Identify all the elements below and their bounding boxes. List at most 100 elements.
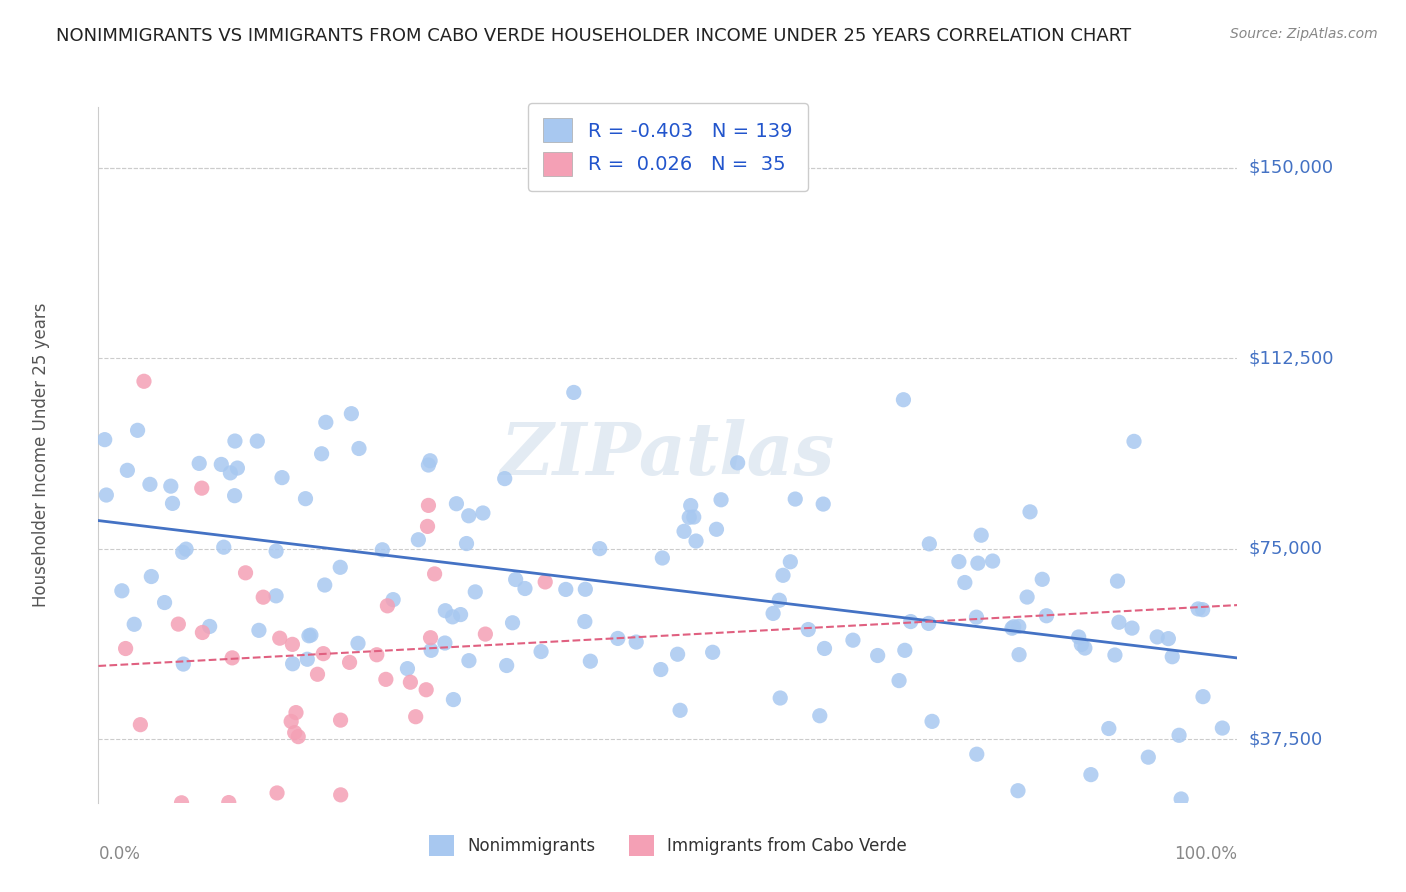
Point	[679, 499, 702, 513]
Point	[866, 648, 889, 663]
Point	[418, 499, 440, 513]
Point	[127, 423, 149, 437]
Point	[170, 796, 193, 810]
Point	[1137, 750, 1160, 764]
Point	[419, 631, 441, 645]
Point	[284, 725, 307, 739]
Point	[167, 617, 190, 632]
Point	[162, 496, 184, 510]
Point	[371, 542, 394, 557]
Point	[1008, 619, 1031, 633]
Point	[606, 632, 628, 646]
Point	[122, 617, 145, 632]
Point	[314, 578, 336, 592]
Point	[1035, 608, 1057, 623]
Point	[1002, 620, 1025, 634]
Point	[921, 714, 943, 729]
Point	[132, 374, 155, 388]
Point	[1074, 641, 1097, 656]
Point	[589, 541, 612, 556]
Point	[172, 545, 194, 559]
Point	[772, 568, 794, 582]
Text: ZIPatlas: ZIPatlas	[501, 419, 835, 491]
Point	[190, 481, 212, 495]
Point	[966, 747, 988, 762]
Point	[347, 636, 370, 650]
Point	[269, 631, 291, 645]
Point	[464, 585, 486, 599]
Point	[423, 566, 446, 581]
Point	[191, 625, 214, 640]
Point	[562, 385, 585, 400]
Point	[887, 673, 910, 688]
Point	[419, 454, 441, 468]
Point	[579, 654, 602, 668]
Point	[918, 537, 941, 551]
Point	[312, 647, 335, 661]
Point	[1008, 648, 1031, 662]
Point	[813, 641, 835, 656]
Point	[441, 692, 464, 706]
Point	[502, 615, 524, 630]
Point	[281, 657, 304, 671]
Point	[678, 510, 700, 524]
Point	[702, 645, 724, 659]
Point	[1007, 783, 1029, 797]
Point	[93, 433, 115, 447]
Point	[281, 637, 304, 651]
Point	[159, 479, 181, 493]
Point	[433, 636, 456, 650]
Point	[416, 519, 439, 533]
Point	[264, 589, 287, 603]
Point	[458, 654, 481, 668]
Point	[650, 663, 672, 677]
Point	[494, 472, 516, 486]
Point	[266, 786, 288, 800]
Point	[967, 556, 990, 570]
Point	[415, 682, 437, 697]
Point	[446, 497, 468, 511]
Point	[1098, 722, 1121, 736]
Point	[396, 662, 419, 676]
Point	[471, 506, 494, 520]
Point	[762, 607, 785, 621]
Point	[153, 596, 176, 610]
Point	[408, 533, 430, 547]
Point	[209, 458, 232, 472]
Point	[246, 434, 269, 448]
Point	[1157, 632, 1180, 646]
Point	[1161, 649, 1184, 664]
Point	[768, 593, 790, 607]
Point	[1019, 505, 1042, 519]
Point	[1123, 434, 1146, 449]
Point	[842, 633, 865, 648]
Point	[329, 713, 352, 727]
Point	[374, 673, 396, 687]
Point	[311, 447, 333, 461]
Point	[340, 407, 363, 421]
Point	[456, 536, 478, 550]
Point	[1211, 721, 1233, 735]
Text: $112,500: $112,500	[1249, 350, 1334, 368]
Point	[1121, 621, 1143, 635]
Point	[264, 544, 287, 558]
Point	[224, 489, 246, 503]
Point	[287, 730, 309, 744]
Point	[769, 691, 792, 706]
Point	[651, 551, 673, 566]
Point	[418, 458, 440, 472]
Point	[247, 624, 270, 638]
Point	[1146, 630, 1168, 644]
Point	[981, 554, 1004, 568]
Point	[235, 566, 257, 580]
Point	[894, 643, 917, 657]
Point	[339, 656, 361, 670]
Point	[405, 709, 427, 723]
Point	[1107, 574, 1129, 588]
Point	[673, 524, 696, 539]
Point	[682, 510, 704, 524]
Point	[219, 466, 242, 480]
Point	[727, 456, 749, 470]
Point	[299, 628, 322, 642]
Text: Source: ZipAtlas.com: Source: ZipAtlas.com	[1230, 27, 1378, 41]
